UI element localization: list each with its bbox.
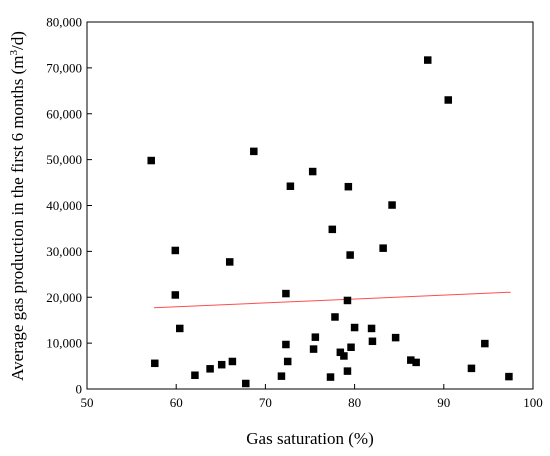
data-point — [388, 201, 396, 209]
data-point — [412, 358, 420, 367]
data-point — [467, 364, 476, 373]
y-tick-label: 60,000 — [46, 106, 82, 121]
data-point — [277, 372, 286, 380]
data-point — [309, 345, 318, 353]
data-point — [282, 340, 290, 349]
data-point — [147, 156, 155, 165]
data-point — [308, 167, 317, 176]
data-point — [350, 323, 359, 332]
data-point — [331, 313, 339, 321]
data-point — [283, 357, 292, 366]
x-tick-label: 100 — [523, 395, 543, 410]
x-tick-label: 50 — [81, 395, 94, 410]
y-tick-label: 20,000 — [46, 290, 82, 305]
y-tick-label: 80,000 — [46, 15, 82, 30]
y-tick-label: 0 — [76, 382, 83, 397]
x-axis-label: Gas saturation (%) — [246, 429, 373, 448]
y-tick-label: 70,000 — [46, 60, 82, 75]
data-point — [228, 357, 237, 366]
plot-frame — [86, 21, 534, 390]
data-point — [217, 360, 226, 369]
data-point — [423, 56, 432, 64]
data-point — [505, 372, 513, 381]
data-point — [367, 324, 376, 333]
data-point — [191, 371, 199, 379]
data-point — [346, 251, 354, 259]
y-tick-label: 10,000 — [46, 336, 82, 351]
data-point — [151, 359, 159, 368]
data-point — [444, 96, 453, 104]
data-point — [481, 339, 489, 348]
data-point — [343, 367, 352, 375]
data-point — [368, 337, 377, 346]
data-point — [379, 244, 387, 252]
data-point — [326, 373, 335, 381]
data-point — [171, 246, 180, 255]
data-point — [206, 365, 214, 373]
data-points — [147, 56, 513, 388]
y-axis-label: Average gas production in the first 6 mo… — [8, 31, 27, 381]
data-point — [176, 324, 184, 333]
trend-line — [153, 291, 511, 309]
data-point — [225, 258, 234, 266]
x-axis: 50 60 70 80 90 100 — [81, 384, 543, 410]
data-point — [328, 225, 337, 234]
data-point — [343, 296, 352, 305]
data-point — [171, 291, 180, 299]
y-tick-label: 40,000 — [46, 198, 82, 213]
x-tick-label: 70 — [259, 395, 272, 410]
data-point — [340, 352, 348, 360]
data-point — [347, 343, 355, 352]
y-axis: 0 10,000 20,000 30,000 40,000 50,000 60,000 70,… — [46, 15, 92, 397]
data-point — [282, 289, 290, 298]
x-tick-label: 90 — [437, 395, 450, 410]
x-tick-label: 60 — [170, 395, 183, 410]
data-point — [242, 379, 250, 388]
x-tick-label: 80 — [348, 395, 361, 410]
data-point — [391, 333, 400, 342]
y-tick-label: 50,000 — [46, 152, 82, 167]
data-point — [286, 182, 295, 190]
data-point — [311, 333, 320, 341]
y-tick-label: 30,000 — [46, 244, 82, 259]
data-point — [344, 182, 353, 191]
data-point — [250, 147, 258, 156]
data-point — [407, 356, 415, 364]
